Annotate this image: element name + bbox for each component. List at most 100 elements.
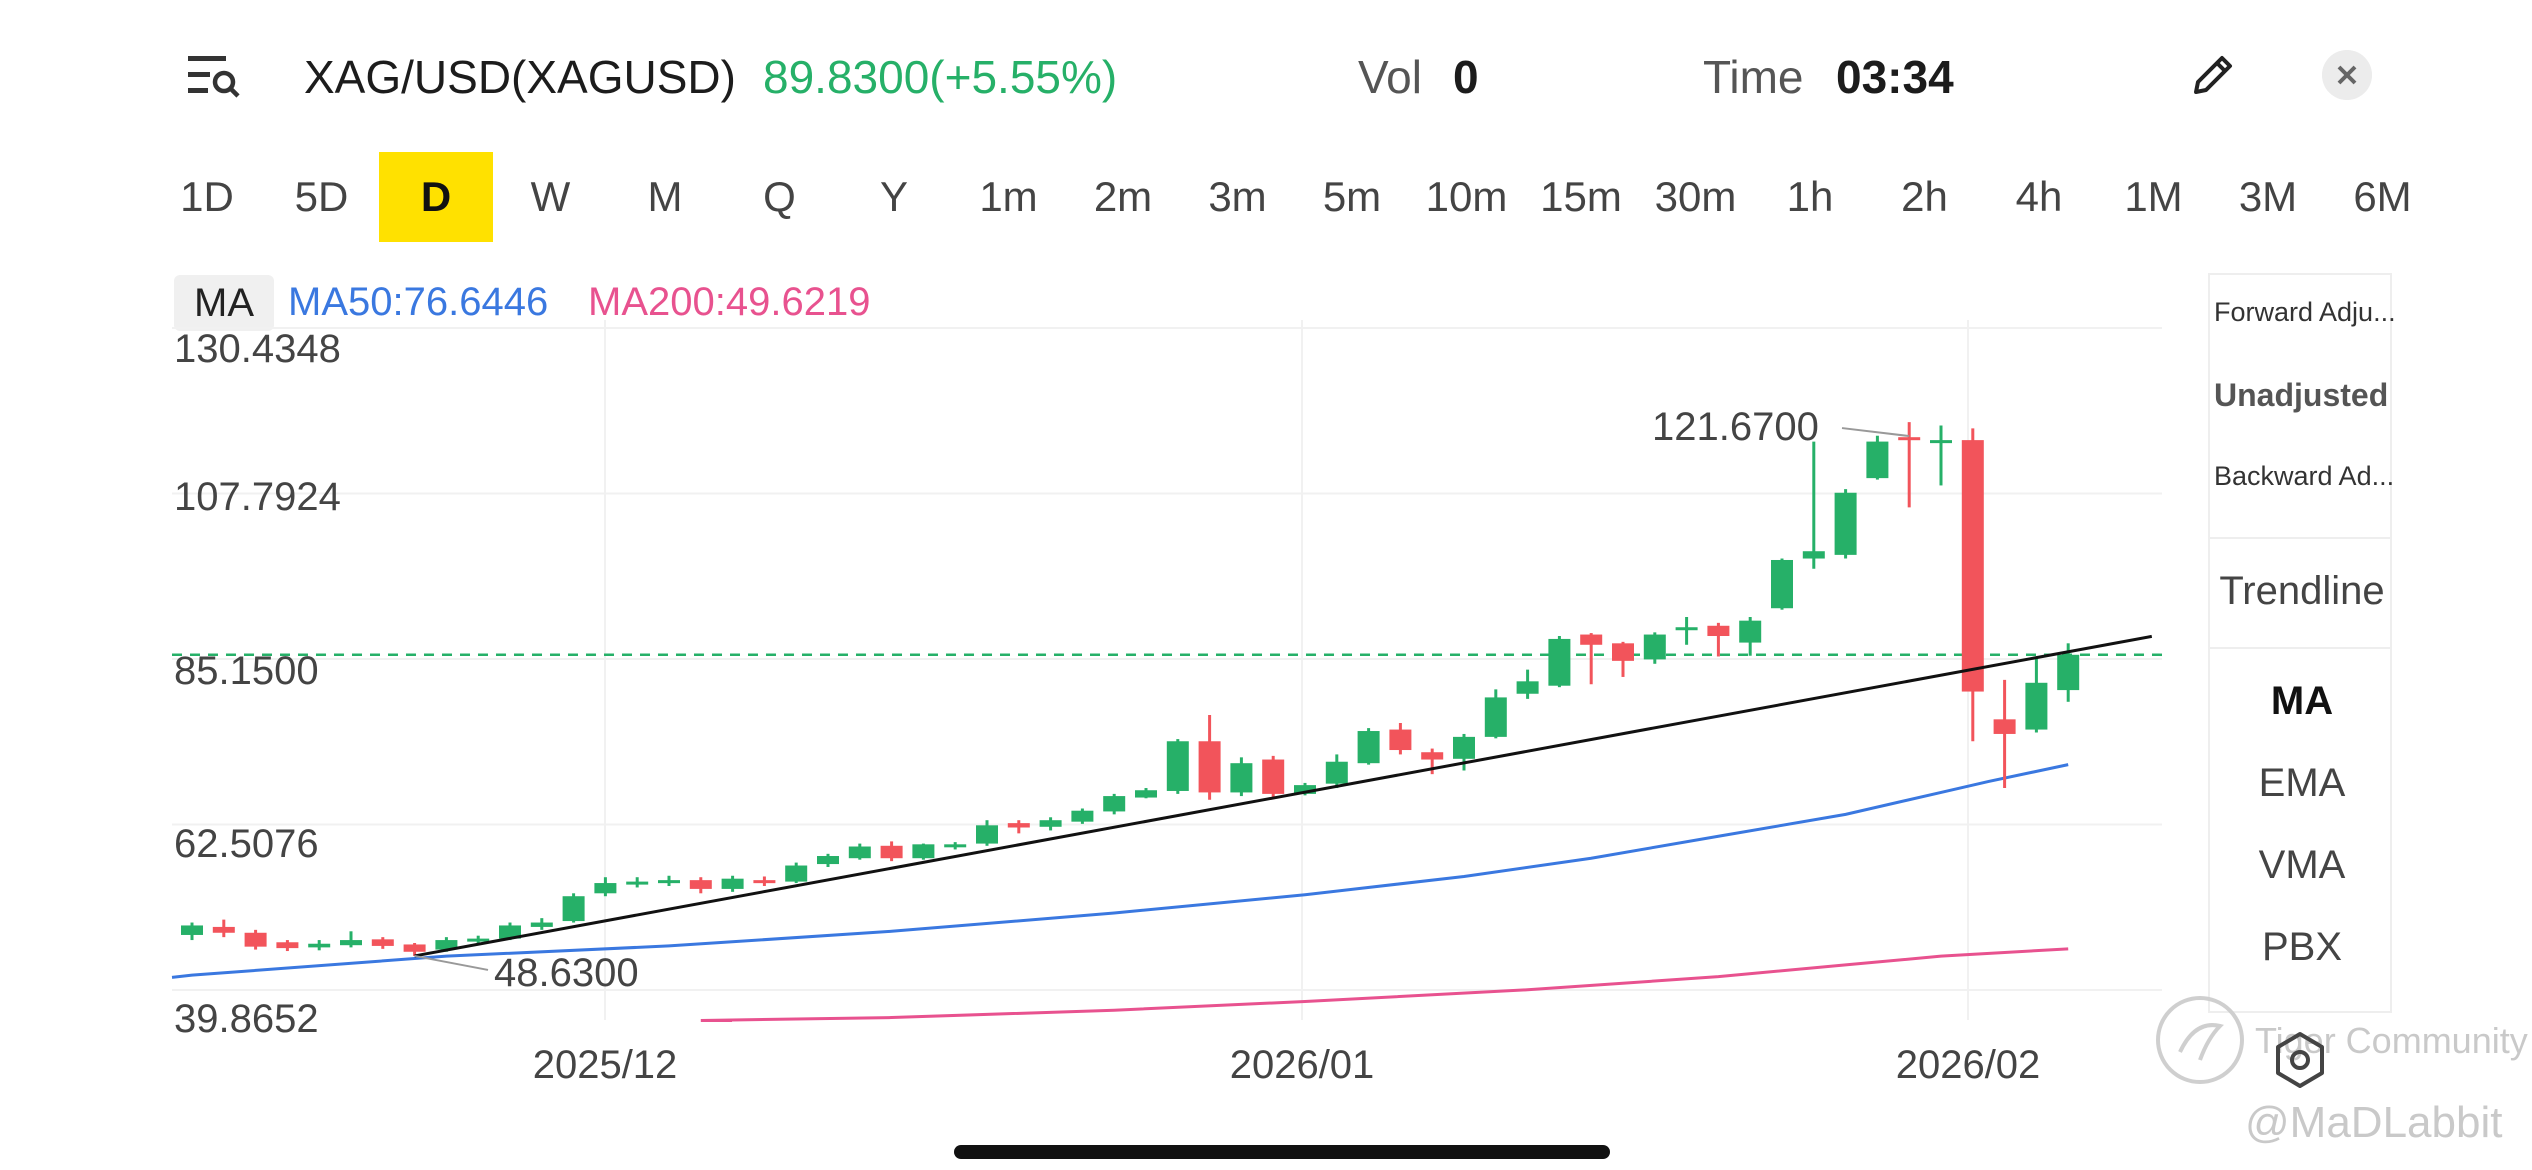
candle-body[interactable] [1771,559,1793,609]
close-icon[interactable] [2322,50,2372,100]
candle-body[interactable] [1071,810,1094,822]
candle-body[interactable] [1484,697,1507,737]
period-tab-1m[interactable]: 1m [979,173,1038,220]
period-tab-1h[interactable]: 1h [1786,173,1834,220]
period-tab-5d[interactable]: 5D [294,173,349,220]
candle-body[interactable] [1707,625,1730,637]
period-tab-1d[interactable]: 1D [180,173,234,220]
candle-body[interactable] [467,938,490,942]
candle-body[interactable] [594,883,617,894]
candle-body[interactable] [1230,763,1253,793]
candle-body[interactable] [817,856,839,865]
candle-body[interactable] [1961,440,1984,692]
candle-body[interactable] [1580,634,1603,645]
candle-body[interactable] [1389,729,1412,751]
candle-body[interactable] [785,865,808,882]
candle-body[interactable] [530,922,553,927]
candle-body[interactable] [1039,820,1062,827]
candle-body[interactable] [1421,752,1444,760]
candle-body[interactable] [340,940,362,946]
candle-body[interactable] [721,878,744,889]
pencil-icon[interactable] [2186,48,2240,102]
candle-body[interactable] [1198,741,1221,793]
candle-body[interactable] [1675,627,1698,631]
candle-body[interactable] [848,846,871,859]
period-tab-w[interactable]: W [530,173,571,220]
indicator-tag[interactable]: MA [174,275,274,331]
candle-body[interactable] [626,881,649,885]
period-tab-15m[interactable]: 15m [1540,173,1622,220]
candle-body[interactable] [1166,741,1189,791]
period-tab-3m[interactable]: 3m [1208,173,1267,220]
candle-body[interactable] [1643,634,1666,660]
candle-body[interactable] [562,896,585,922]
period-tab-10m[interactable]: 10m [1425,173,1508,220]
y-tick-label: 62.5076 [174,822,319,866]
unadjusted-option[interactable]: Unadjusted [2214,377,2389,413]
trendline[interactable] [414,634,2153,958]
candle-body[interactable] [912,844,935,859]
period-tab-30m[interactable]: 30m [1654,173,1737,220]
period-tab-1m[interactable]: 1M [2124,173,2183,220]
candle-body[interactable] [1739,620,1762,643]
candle-body[interactable] [1898,437,1921,441]
menu-search-icon[interactable] [186,50,242,100]
home-indicator[interactable] [954,1145,1610,1159]
candle-body[interactable] [1930,440,1952,444]
candle-body[interactable] [435,940,458,950]
period-tab-5m[interactable]: 5m [1322,173,1382,220]
candle-body[interactable] [1866,441,1889,479]
candle-body[interactable] [1325,761,1348,784]
candle-body[interactable] [371,939,394,946]
candle-body[interactable] [1548,638,1571,686]
candle-body[interactable] [976,825,998,844]
candle-body[interactable] [2025,682,2048,730]
indicator-ma[interactable]: MA [2270,679,2334,723]
indicator-pbx[interactable]: PBX [2261,925,2343,969]
candle-body[interactable] [212,926,235,933]
candle-body[interactable] [944,844,967,848]
candle-body[interactable] [1007,823,1030,828]
candle-body[interactable] [1802,551,1825,559]
candle-body[interactable] [880,845,903,859]
y-tick-label: 85.1500 [174,649,319,693]
candle-body[interactable] [658,880,680,884]
indicator-vma[interactable]: VMA [2258,843,2346,887]
backward-adjusted-option[interactable]: Backward Ad... [2214,461,2394,491]
candle-body[interactable] [2057,654,2080,691]
candle-body[interactable] [1516,681,1539,694]
period-tab-2m[interactable]: 2m [1093,173,1153,220]
candle-body[interactable] [1294,785,1316,794]
candle-body[interactable] [276,942,299,949]
period-tab-3m[interactable]: 3M [2238,173,2298,220]
candle-body[interactable] [689,880,712,889]
period-tab-q[interactable]: Q [763,173,796,220]
period-tab-6m[interactable]: 6M [2353,173,2412,220]
period-tab-m[interactable]: M [647,173,683,220]
candle-body[interactable] [1357,731,1380,764]
period-tab-4h[interactable]: 4h [2015,173,2063,220]
candle-body[interactable] [1453,736,1475,759]
x-tick-label: 2026/02 [1896,1043,2041,1087]
candle-body[interactable] [1103,796,1126,812]
period-tab-y[interactable]: Y [879,173,908,220]
candle-body[interactable] [1834,492,1857,555]
candle-body[interactable] [181,925,203,935]
price-chart[interactable]: 121.6700 48.6300 130.4348 107.7924 85.1500 62… [0,320,2190,1110]
price-change: 89.8300(+5.55%) [763,51,1118,103]
candle-body[interactable] [1262,759,1285,794]
chart-settings-icon[interactable] [2270,1030,2330,1090]
indicator-ema[interactable]: EMA [2258,761,2346,805]
candle-body[interactable] [499,925,521,939]
candle-body[interactable] [753,880,776,884]
forward-adjusted-option[interactable]: Forward Adju... [2214,297,2394,327]
candle-body[interactable] [1135,790,1157,798]
candle-body[interactable] [1612,643,1634,661]
candle-body[interactable] [403,944,426,952]
period-tab-2h[interactable]: 2h [1901,173,1948,220]
candle-body[interactable] [1993,719,2016,734]
candle-body[interactable] [244,932,267,947]
candle-body[interactable] [308,943,331,948]
trendline-button[interactable]: Trendline [2219,569,2385,613]
period-tab-d[interactable]: D [379,152,493,242]
